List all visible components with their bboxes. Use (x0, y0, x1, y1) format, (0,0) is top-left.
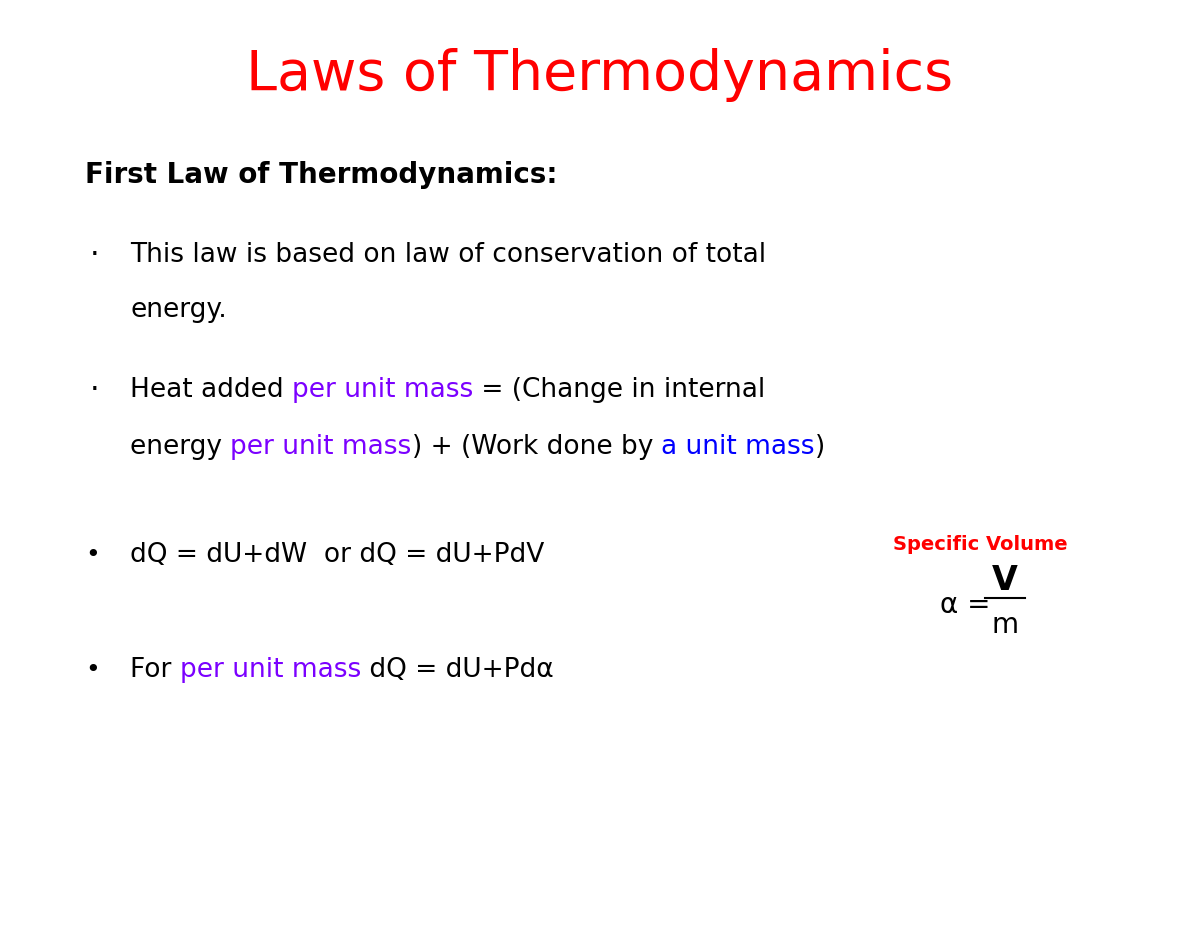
Text: ): ) (815, 434, 826, 460)
Text: Heat added: Heat added (130, 377, 292, 403)
Text: dQ = dU+Pdα: dQ = dU+Pdα (361, 657, 553, 683)
Text: ·: · (90, 240, 100, 270)
Text: •: • (85, 658, 100, 682)
Text: m: m (991, 611, 1019, 639)
Text: α =: α = (940, 591, 990, 619)
Text: First Law of Thermodynamics:: First Law of Thermodynamics: (85, 161, 558, 189)
Text: per unit mass: per unit mass (230, 434, 412, 460)
Text: energy.: energy. (130, 297, 227, 323)
Text: energy: energy (130, 434, 230, 460)
Text: per unit mass: per unit mass (180, 657, 361, 683)
Text: For: For (130, 657, 180, 683)
Text: = (Change in internal: = (Change in internal (473, 377, 766, 403)
Text: V: V (992, 564, 1018, 596)
Text: Laws of Thermodynamics: Laws of Thermodynamics (246, 48, 954, 102)
Text: •: • (85, 543, 100, 567)
Text: per unit mass: per unit mass (292, 377, 473, 403)
Text: Specific Volume: Specific Volume (893, 536, 1067, 554)
Text: ) + (Work done by: ) + (Work done by (412, 434, 661, 460)
Text: dQ = dU+dW  or dQ = dU+PdV: dQ = dU+dW or dQ = dU+PdV (130, 542, 545, 568)
Text: This law is based on law of conservation of total: This law is based on law of conservation… (130, 242, 766, 268)
Text: ·: · (90, 375, 100, 404)
Text: a unit mass: a unit mass (661, 434, 815, 460)
